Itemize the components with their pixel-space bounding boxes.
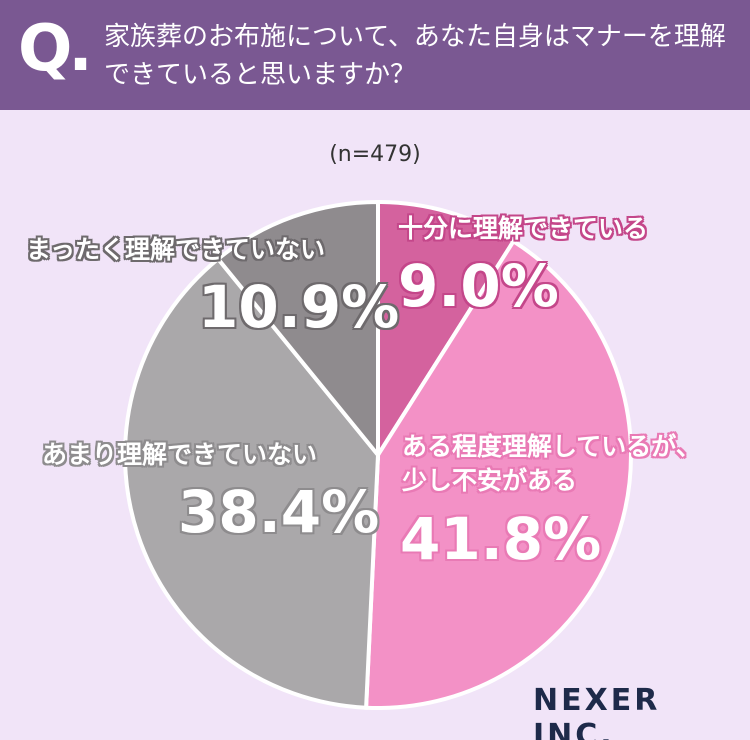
source-logo: NEXER INC. xyxy=(533,683,661,740)
value-label: 10.9% xyxy=(198,273,400,341)
question-mark: Q. xyxy=(18,12,93,86)
pie-slice xyxy=(364,238,633,710)
chart-title: 家族葬のお布施について、あなた自身はマナーを理解できていると思いますか？ xyxy=(104,22,726,90)
sample-size: (n=479) xyxy=(329,142,421,167)
header: Q. 家族葬のお布施について、あなた自身はマナーを理解できていると思いますか？ xyxy=(0,0,750,110)
category-label: まったく理解できていない xyxy=(26,235,326,264)
pie-slice xyxy=(215,199,380,461)
value-label: 38.4% xyxy=(178,478,380,546)
pie-slice xyxy=(376,199,517,462)
value-label: 41.8% xyxy=(400,505,602,573)
pie-slice xyxy=(123,256,381,710)
value-label: 9.0% xyxy=(398,252,559,320)
category-label: あまり理解できていない xyxy=(42,440,318,469)
category-label: ある程度理解しているが、 少し不安がある xyxy=(402,432,701,495)
category-label: 十分に理解できている xyxy=(398,214,649,243)
